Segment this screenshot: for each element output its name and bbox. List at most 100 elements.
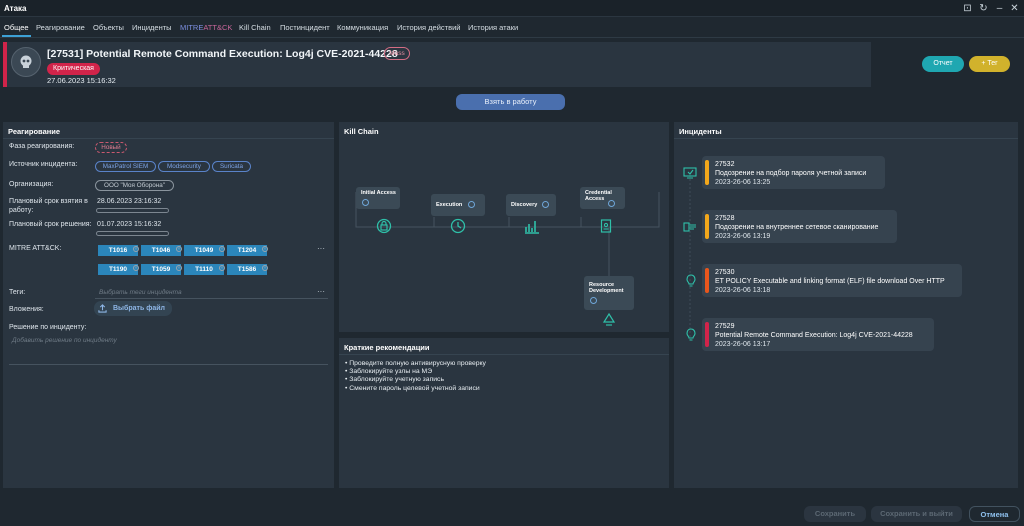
- incident-card[interactable]: 27532 Подозрение на подбор пароля учетно…: [702, 156, 885, 189]
- mitre-tag[interactable]: T1190: [98, 264, 138, 275]
- panel-title: Реагирование: [8, 127, 61, 136]
- window-titlebar: Атака: [0, 0, 1024, 17]
- phase-badge[interactable]: Новый: [95, 142, 127, 153]
- resolve-deadline-label: Плановый срок решения:: [9, 221, 92, 228]
- remove-icon[interactable]: ×: [133, 265, 139, 271]
- mitre-tag[interactable]: T1046: [141, 245, 181, 256]
- list-item: • Заблокируйте учетную запись: [345, 376, 444, 384]
- divider: [339, 354, 669, 355]
- mitre-tag[interactable]: T1016: [98, 245, 138, 256]
- incident-name: Подозрение на подбор пароля учетной запи…: [715, 170, 867, 177]
- stage-name: Credential Access: [585, 190, 612, 202]
- tab-general[interactable]: Общее: [4, 23, 29, 32]
- remove-icon[interactable]: ×: [176, 265, 182, 271]
- severity-stripe: [3, 42, 7, 87]
- tab-action-history[interactable]: История действий: [397, 23, 461, 32]
- remove-icon[interactable]: ×: [219, 246, 225, 252]
- mitre-tag[interactable]: T1059: [141, 264, 181, 275]
- list-item: • Смените пароль целевой учетной записи: [345, 384, 480, 392]
- tags-label: Теги:: [9, 289, 26, 296]
- killchain-stage[interactable]: Discovery: [506, 194, 556, 216]
- tab-attack-history[interactable]: История атаки: [468, 23, 519, 32]
- minimize-icon[interactable]: –: [996, 3, 1003, 14]
- decision-label: Решение по инциденту:: [9, 324, 87, 331]
- remove-icon[interactable]: ×: [262, 265, 268, 271]
- remove-icon[interactable]: ×: [262, 246, 268, 252]
- gauge-icon: [362, 199, 369, 206]
- remove-icon[interactable]: ×: [219, 265, 225, 271]
- killchain-stage[interactable]: Credential Access: [580, 187, 625, 209]
- take-deadline-label: Плановый срок взятия в работу:: [9, 198, 88, 214]
- panel-title: Kill Chain: [344, 127, 379, 136]
- org-tag[interactable]: ООО "Моя Оборона": [95, 180, 174, 191]
- incident-name: ET POLICY Executable and linking format …: [715, 278, 945, 285]
- remove-icon[interactable]: ×: [176, 246, 182, 252]
- timeline-line: [689, 175, 691, 340]
- decision-input[interactable]: Добавить решение по инциденту: [12, 337, 117, 344]
- active-tab-indicator: [2, 35, 31, 37]
- recommendations-panel: Краткие рекомендации: [339, 338, 669, 488]
- mitre-tag[interactable]: T1049: [184, 245, 224, 256]
- panel-title: Краткие рекомендации: [344, 343, 430, 352]
- divider: [95, 298, 328, 299]
- more-icon[interactable]: ···: [317, 287, 325, 296]
- resolve-deadline-value: 01.07.2023 15:16:32: [97, 221, 162, 228]
- mitre-tag[interactable]: T1204: [227, 245, 267, 256]
- severity-bar: [705, 268, 709, 293]
- killchain-stage[interactable]: Execution: [431, 194, 485, 216]
- incident-id: 27532: [715, 161, 735, 168]
- remove-icon[interactable]: ×: [133, 246, 139, 252]
- killchain-stage[interactable]: Resource Development: [584, 276, 634, 310]
- source-label: Источник инцидента:: [9, 161, 78, 168]
- take-in-work-button[interactable]: Взять в работу: [456, 94, 565, 110]
- tab-mitre[interactable]: MITREATT&CK: [180, 23, 233, 32]
- incident-header: [3, 42, 871, 87]
- phase-label: Фаза реагирования:: [9, 143, 75, 150]
- add-tag-button[interactable]: + Тег: [969, 56, 1010, 72]
- killchain-stage[interactable]: Initial Access: [356, 187, 400, 209]
- skull-icon: [20, 55, 32, 68]
- tab-response[interactable]: Реагирование: [36, 23, 85, 32]
- source-tag[interactable]: Suricata: [212, 161, 251, 172]
- incident-card[interactable]: 27530 ET POLICY Executable and linking f…: [702, 264, 962, 297]
- mass-badge: Mass: [384, 47, 410, 60]
- mitre-tag[interactable]: T1110: [184, 264, 224, 275]
- tab-postincident[interactable]: Постинцидент: [280, 23, 330, 32]
- save-exit-button[interactable]: Сохранить и выйти: [871, 506, 962, 522]
- divider: [3, 138, 334, 139]
- save-button[interactable]: Сохранить: [804, 506, 866, 522]
- choose-file-button[interactable]: Выбрать файл: [94, 301, 172, 316]
- tab-objects[interactable]: Объекты: [93, 23, 124, 32]
- stage-name: Execution: [436, 202, 463, 208]
- recommendations-list: • Проведите полную антивирусную проверку…: [345, 360, 486, 393]
- incident-id: 27530: [715, 269, 735, 276]
- list-item: • Заблокируйте узлы на МЭ: [345, 368, 433, 376]
- tags-input[interactable]: Выбрать теги инцидента: [99, 289, 182, 296]
- incident-card[interactable]: 27528 Подозрение на внутреннее сетевое с…: [702, 210, 897, 243]
- source-tag[interactable]: MaxPatrol SIEM: [95, 161, 156, 172]
- stage-name: Resource Development: [589, 282, 624, 294]
- tab-incidents[interactable]: Инциденты: [132, 23, 172, 32]
- tab-communication[interactable]: Коммуникация: [337, 23, 389, 32]
- source-tag[interactable]: Modsecurity: [158, 161, 210, 172]
- refresh-icon[interactable]: ↻: [979, 3, 988, 14]
- stage-name: Discovery: [511, 202, 538, 208]
- window-title: Атака: [4, 4, 27, 13]
- cancel-button[interactable]: Отмена: [969, 506, 1020, 522]
- crop-icon[interactable]: ⊡: [963, 3, 972, 14]
- incident-date: 2023-26-06 13:17: [715, 341, 771, 348]
- more-icon[interactable]: ···: [317, 244, 325, 253]
- incident-card[interactable]: 27529 Potential Remote Command Execution…: [702, 318, 934, 351]
- mitre-tag[interactable]: T1586: [227, 264, 267, 275]
- incident-name: Potential Remote Command Execution: Log4…: [715, 332, 913, 339]
- tab-bar: Общее Реагирование Объекты Инциденты MIT…: [0, 18, 1024, 38]
- incident-name: Подозрение на внутреннее сетевое сканиро…: [715, 224, 879, 231]
- divider: [9, 364, 328, 365]
- incident-date: 27.06.2023 15:16:32: [47, 76, 116, 85]
- report-button[interactable]: Отчет: [922, 56, 964, 72]
- gauge-icon: [542, 201, 549, 208]
- choose-file-label: Выбрать файл: [113, 305, 165, 312]
- close-icon[interactable]: ✕: [1010, 3, 1019, 14]
- tab-killchain[interactable]: Kill Chain: [239, 23, 271, 32]
- incident-date: 2023-26-06 13:25: [715, 179, 771, 186]
